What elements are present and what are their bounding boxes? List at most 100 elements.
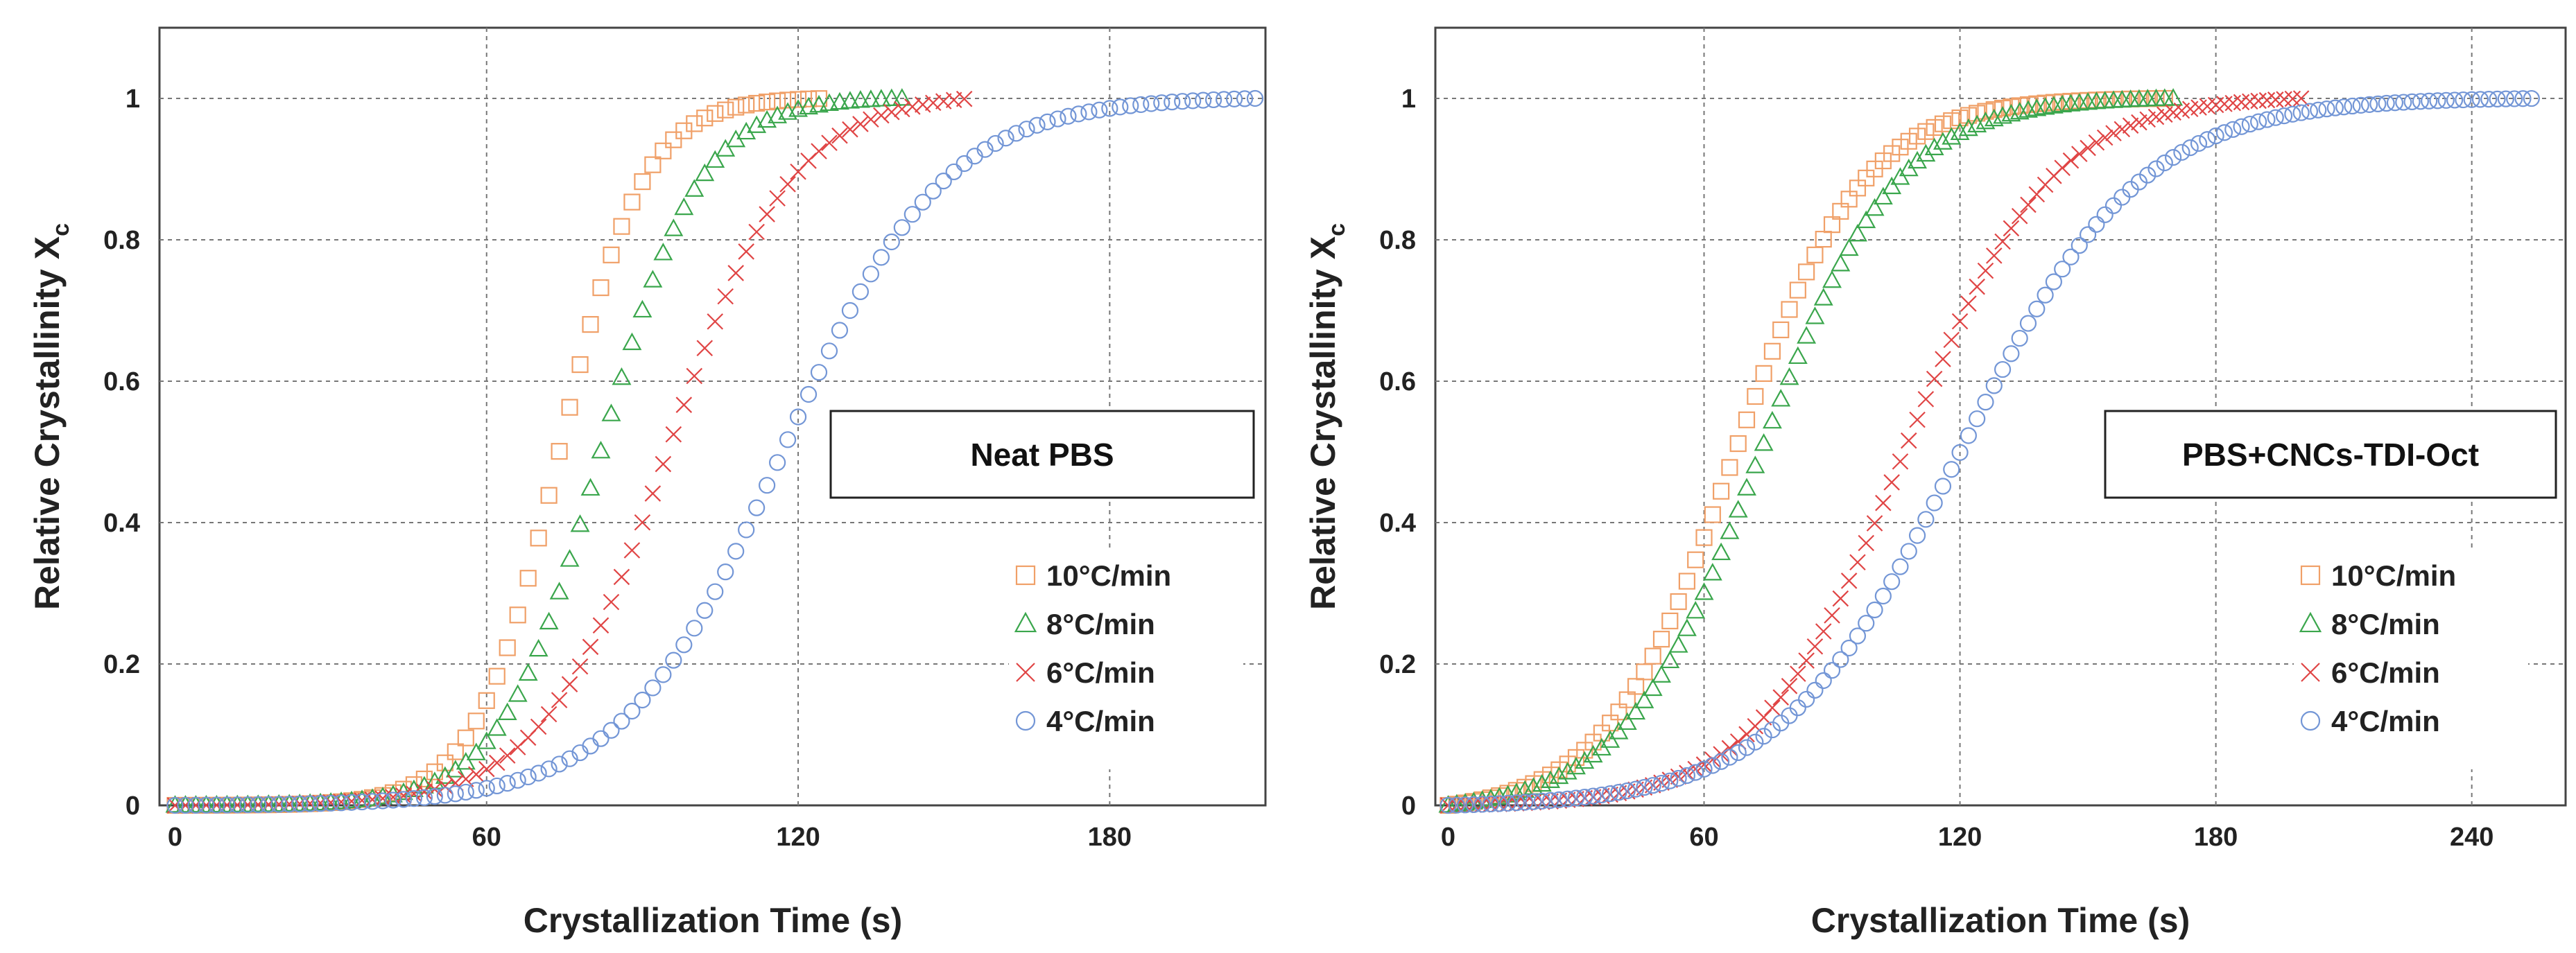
data-point bbox=[2360, 96, 2378, 113]
series-circle bbox=[166, 89, 1264, 814]
data-point bbox=[198, 796, 215, 814]
data-point bbox=[2003, 98, 2020, 116]
data-point bbox=[1634, 690, 1654, 708]
data-point bbox=[1798, 690, 1815, 708]
data-point bbox=[2471, 91, 2489, 108]
data-point bbox=[1559, 790, 1576, 807]
data-point bbox=[644, 679, 662, 697]
data-point bbox=[1677, 618, 1697, 636]
data-point bbox=[811, 143, 827, 159]
data-point bbox=[1916, 143, 1936, 162]
data-point bbox=[1694, 582, 1714, 600]
legend-label: 8°C/min bbox=[1046, 608, 1155, 640]
data-point bbox=[717, 288, 734, 305]
series-triangle bbox=[1438, 88, 2184, 813]
data-point bbox=[1626, 701, 1646, 720]
data-point bbox=[2011, 329, 2028, 347]
data-point bbox=[1533, 792, 1550, 810]
data-point bbox=[1935, 351, 1951, 367]
data-point bbox=[1049, 110, 1066, 128]
data-point bbox=[435, 766, 455, 784]
data-point bbox=[1933, 132, 1953, 150]
data-point bbox=[518, 663, 538, 681]
data-point bbox=[1627, 678, 1645, 695]
data-point bbox=[686, 367, 703, 385]
data-point bbox=[426, 788, 443, 805]
data-point bbox=[1832, 590, 1849, 607]
data-point bbox=[1448, 796, 1465, 814]
data-point bbox=[2489, 90, 2506, 107]
data-point bbox=[1917, 511, 1935, 528]
data-point bbox=[570, 514, 590, 532]
data-point bbox=[1164, 94, 1181, 111]
data-point bbox=[904, 206, 921, 223]
data-point bbox=[1515, 780, 1535, 798]
data-point bbox=[208, 796, 225, 814]
legend-marker bbox=[1016, 663, 1035, 682]
y-axis-label-subscript: c bbox=[1324, 223, 1350, 236]
data-point bbox=[716, 139, 736, 157]
data-point bbox=[270, 796, 288, 813]
data-point bbox=[717, 101, 734, 119]
data-point bbox=[1636, 778, 1653, 796]
y-tick-label: 0.8 bbox=[103, 226, 140, 255]
data-point bbox=[871, 89, 891, 107]
data-point bbox=[1840, 639, 1858, 657]
data-point bbox=[551, 755, 568, 773]
y-tick-label: 0.4 bbox=[103, 509, 140, 538]
tick-labels: 0 60 120 180 0 0.2 0.4 0.6 0.8 1 bbox=[103, 85, 1132, 852]
data-point bbox=[2224, 121, 2242, 138]
data-point bbox=[260, 796, 277, 813]
data-point bbox=[1702, 563, 1722, 581]
data-point bbox=[300, 793, 320, 811]
data-point bbox=[769, 190, 786, 207]
data-point bbox=[580, 478, 600, 496]
data-point bbox=[1763, 342, 1781, 360]
data-point bbox=[1917, 123, 1935, 140]
data-point bbox=[1018, 121, 1035, 138]
data-point bbox=[1943, 461, 1960, 478]
data-point bbox=[1721, 459, 1738, 476]
y-axis-label-subscript: c bbox=[48, 223, 74, 236]
data-point bbox=[2045, 273, 2062, 290]
data-point bbox=[1976, 111, 1996, 130]
data-point bbox=[674, 197, 694, 216]
y-tick-label: 1 bbox=[126, 85, 140, 114]
data-point bbox=[1874, 587, 1892, 605]
data-point bbox=[1652, 631, 1670, 648]
data-point bbox=[2395, 94, 2412, 111]
data-point bbox=[2088, 216, 2105, 233]
data-point bbox=[1942, 127, 1962, 145]
data-point bbox=[862, 265, 879, 283]
data-point bbox=[1610, 784, 1627, 801]
data-point bbox=[664, 218, 684, 236]
data-point bbox=[2028, 300, 2046, 317]
x-tick-label: 180 bbox=[2194, 823, 2238, 852]
data-point bbox=[2173, 143, 2190, 161]
data-point bbox=[395, 791, 413, 808]
data-point bbox=[894, 100, 910, 118]
data-point bbox=[1644, 777, 1661, 794]
data-point bbox=[311, 792, 331, 811]
data-point bbox=[2258, 111, 2276, 128]
data-point bbox=[892, 88, 912, 106]
data-point bbox=[881, 88, 901, 106]
data-point bbox=[1184, 92, 1202, 110]
data-point bbox=[2429, 92, 2446, 110]
data-point bbox=[2062, 248, 2080, 265]
annotation-box: Neat PBS bbox=[829, 410, 1255, 499]
data-point bbox=[1687, 551, 1704, 568]
data-point bbox=[2352, 96, 2369, 114]
data-point bbox=[810, 364, 828, 381]
data-point bbox=[250, 796, 267, 814]
series-circle bbox=[1440, 89, 2540, 814]
data-point bbox=[1858, 169, 1875, 186]
legend-marker bbox=[2300, 710, 2321, 731]
data-point bbox=[2054, 159, 2071, 177]
data-point bbox=[2054, 261, 2071, 278]
data-point bbox=[1788, 346, 1808, 365]
data-point bbox=[1559, 755, 1576, 773]
data-point bbox=[1762, 410, 1782, 429]
data-point bbox=[675, 396, 693, 413]
data-point bbox=[1456, 796, 1474, 814]
